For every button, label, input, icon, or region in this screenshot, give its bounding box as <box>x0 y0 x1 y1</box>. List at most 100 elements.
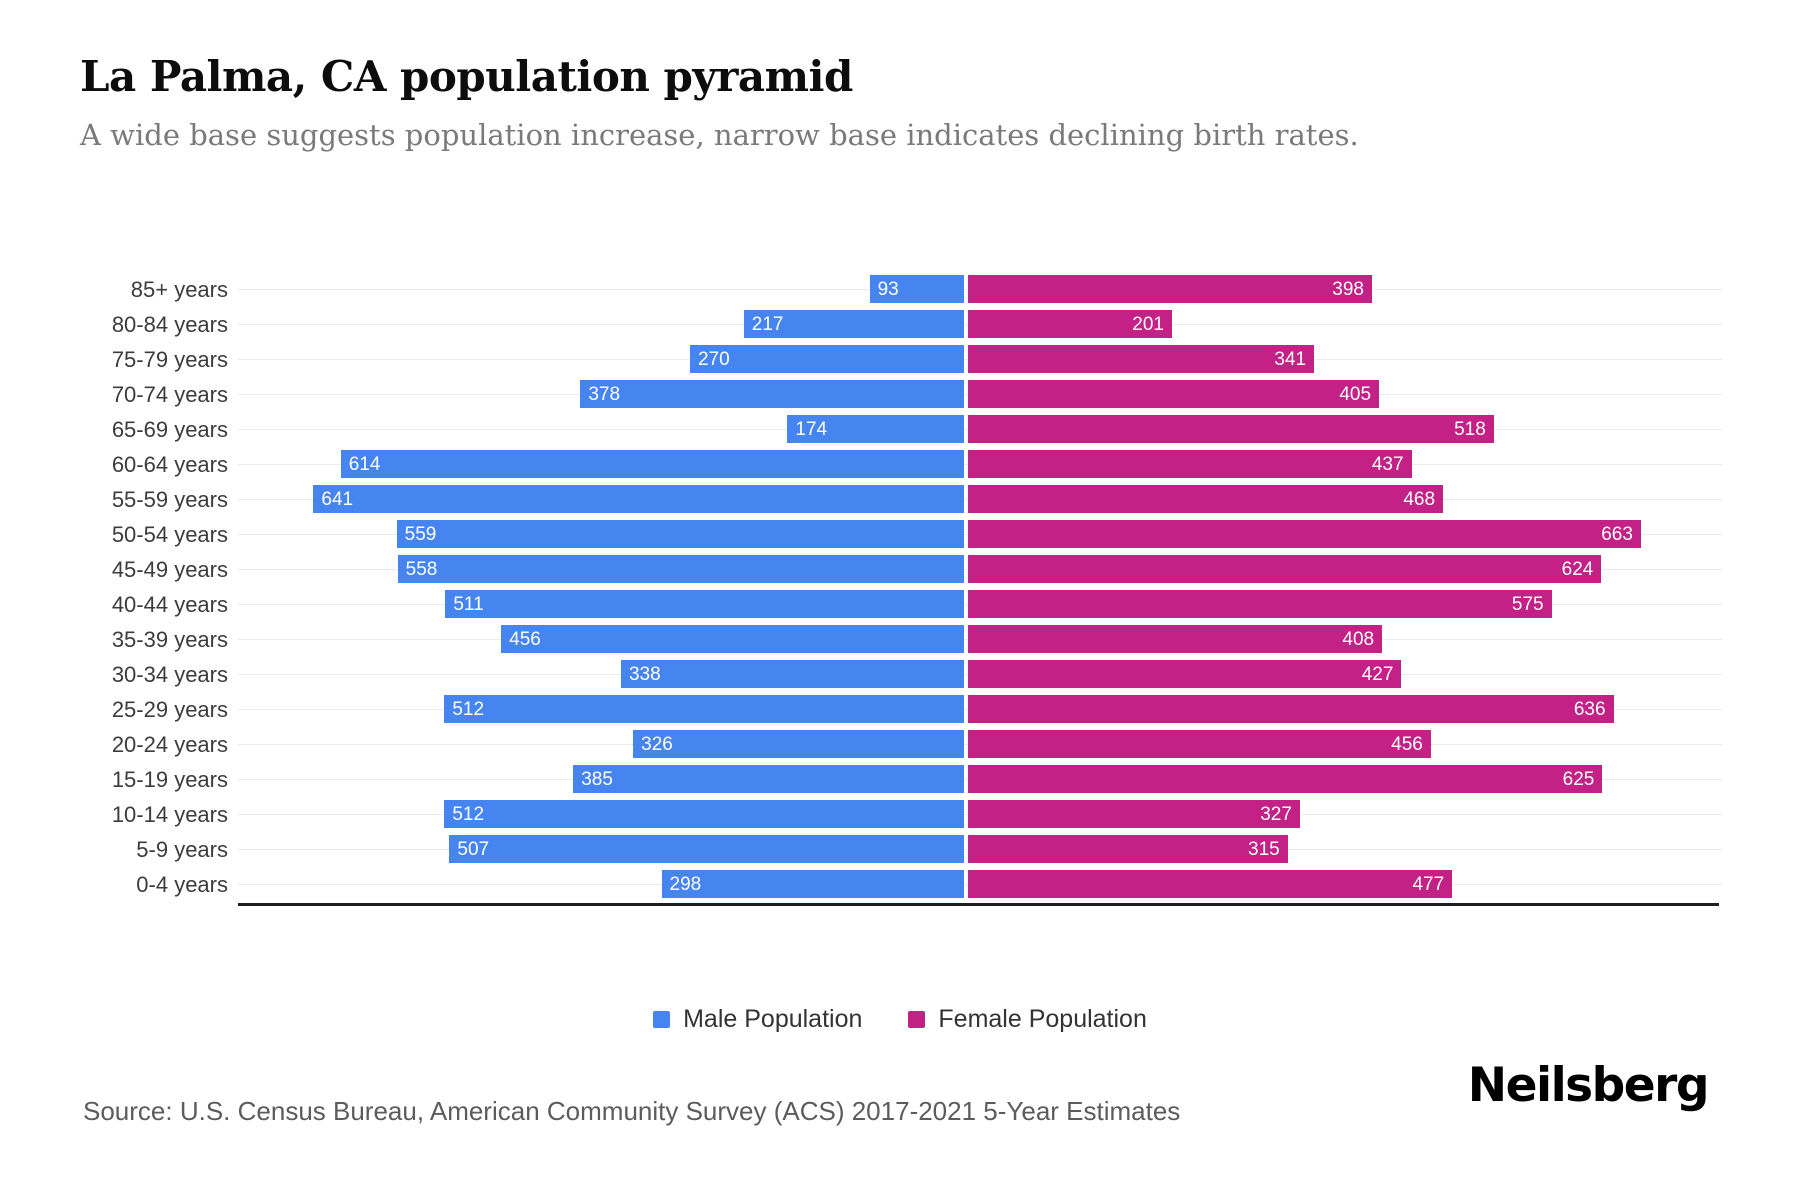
female-value-label: 468 <box>1403 489 1436 510</box>
female-value-label: 405 <box>1339 384 1372 405</box>
male-bar[interactable]: 298 <box>661 870 964 898</box>
female-bar[interactable]: 437 <box>968 450 1412 478</box>
female-bar[interactable]: 663 <box>968 520 1641 548</box>
male-bar[interactable]: 641 <box>313 485 964 513</box>
male-value-label: 512 <box>452 804 485 825</box>
male-value-label: 385 <box>581 769 613 790</box>
brand-logo: Neilsberg <box>1467 1058 1710 1113</box>
male-bar[interactable]: 511 <box>445 590 964 618</box>
male-bar[interactable]: 378 <box>580 380 964 408</box>
chart-title: La Palma, CA population pyramid <box>80 52 853 101</box>
male-bar[interactable]: 559 <box>396 520 964 548</box>
female-bar[interactable]: 636 <box>968 695 1614 723</box>
female-legend-label: Female Population <box>938 1005 1147 1033</box>
pyramid-row: 20-24 years 326 456 <box>0 727 1800 762</box>
male-value-label: 174 <box>795 419 828 440</box>
age-group-label: 75-79 years <box>111 346 228 372</box>
legend-item-male[interactable]: Male Population <box>653 1005 862 1034</box>
male-bar[interactable]: 614 <box>340 450 964 478</box>
age-group-label: 55-59 years <box>111 486 228 512</box>
age-group-label: 65-69 years <box>111 416 228 442</box>
female-bar[interactable]: 327 <box>968 800 1300 828</box>
male-value-label: 298 <box>669 874 702 895</box>
female-value-label: 636 <box>1573 699 1606 720</box>
male-value-label: 378 <box>588 384 621 405</box>
male-bar[interactable]: 512 <box>444 800 964 828</box>
female-bar[interactable]: 518 <box>968 415 1494 443</box>
female-bar[interactable]: 624 <box>968 555 1602 583</box>
male-value-label: 326 <box>641 734 673 755</box>
age-group-label: 80-84 years <box>111 311 228 337</box>
pyramid-row: 15-19 years 385 625 <box>0 762 1800 797</box>
male-value-label: 559 <box>404 524 437 545</box>
female-bar[interactable]: 405 <box>968 380 1380 408</box>
female-bar[interactable]: 201 <box>968 310 1172 338</box>
age-group-label: 35-39 years <box>111 626 228 652</box>
age-group-label: 5-9 years <box>136 836 228 862</box>
male-bar[interactable]: 93 <box>869 275 964 303</box>
male-value-label: 217 <box>751 314 784 335</box>
female-bar[interactable]: 477 <box>968 870 1453 898</box>
female-value-label: 663 <box>1601 524 1633 545</box>
pyramid-row: 70-74 years 378 405 <box>0 377 1800 412</box>
female-value-label: 315 <box>1248 839 1280 860</box>
age-group-label: 30-34 years <box>111 661 228 687</box>
female-value-label: 477 <box>1412 874 1445 895</box>
male-bar[interactable]: 385 <box>573 765 964 793</box>
female-value-label: 327 <box>1260 804 1292 825</box>
pyramid-row: 85+ years 93 398 <box>0 272 1800 307</box>
pyramid-row: 75-79 years 270 341 <box>0 342 1800 377</box>
female-value-label: 624 <box>1561 559 1594 580</box>
pyramid-row: 55-59 years 641 468 <box>0 482 1800 517</box>
male-value-label: 512 <box>452 699 485 720</box>
female-bar[interactable]: 408 <box>968 625 1383 653</box>
female-bar[interactable]: 315 <box>968 835 1288 863</box>
male-bar[interactable]: 338 <box>620 660 964 688</box>
age-group-label: 45-49 years <box>111 556 228 582</box>
chart-subtitle: A wide base suggests population increase… <box>80 118 1359 152</box>
male-bar[interactable]: 217 <box>743 310 964 338</box>
female-bar[interactable]: 398 <box>968 275 1372 303</box>
legend-item-female[interactable]: Female Population <box>908 1005 1147 1034</box>
male-value-label: 558 <box>405 559 438 580</box>
female-value-label: 437 <box>1371 454 1404 475</box>
female-bar[interactable]: 427 <box>968 660 1402 688</box>
pyramid-row: 5-9 years 507 315 <box>0 832 1800 867</box>
male-bar[interactable]: 326 <box>633 730 964 758</box>
age-group-label: 15-19 years <box>111 766 228 792</box>
female-value-label: 341 <box>1274 349 1307 370</box>
male-value-label: 270 <box>697 349 730 370</box>
pyramid-row: 50-54 years 559 663 <box>0 517 1800 552</box>
male-value-label: 641 <box>321 489 354 510</box>
male-value-label: 507 <box>457 839 490 860</box>
female-bar[interactable]: 625 <box>968 765 1603 793</box>
male-value-label: 456 <box>509 629 541 650</box>
female-bar[interactable]: 341 <box>968 345 1315 373</box>
pyramid-row: 0-4 years 298 477 <box>0 867 1800 902</box>
male-bar[interactable]: 558 <box>397 555 964 583</box>
age-group-label: 25-29 years <box>111 696 228 722</box>
male-bar[interactable]: 512 <box>444 695 964 723</box>
age-group-label: 60-64 years <box>111 451 228 477</box>
male-bar[interactable]: 507 <box>449 835 964 863</box>
male-legend-swatch <box>653 1011 671 1028</box>
female-value-label: 575 <box>1511 594 1544 615</box>
female-value-label: 427 <box>1361 664 1394 685</box>
female-bar[interactable]: 468 <box>968 485 1444 513</box>
female-value-label: 201 <box>1132 314 1164 335</box>
age-group-label: 70-74 years <box>111 381 228 407</box>
female-bar[interactable]: 575 <box>968 590 1552 618</box>
female-value-label: 518 <box>1454 419 1486 440</box>
female-bar[interactable]: 456 <box>968 730 1431 758</box>
male-bar[interactable]: 456 <box>501 625 964 653</box>
legend: Male Population Female Population <box>0 1005 1800 1034</box>
male-bar[interactable]: 174 <box>787 415 964 443</box>
pyramid-row: 35-39 years 456 408 <box>0 622 1800 657</box>
female-legend-swatch <box>908 1011 926 1028</box>
source-text: Source: U.S. Census Bureau, American Com… <box>83 1096 1181 1126</box>
female-value-label: 398 <box>1332 279 1364 300</box>
male-bar[interactable]: 270 <box>689 345 964 373</box>
age-group-label: 20-24 years <box>111 731 228 757</box>
pyramid-row: 80-84 years 217 201 <box>0 307 1800 342</box>
